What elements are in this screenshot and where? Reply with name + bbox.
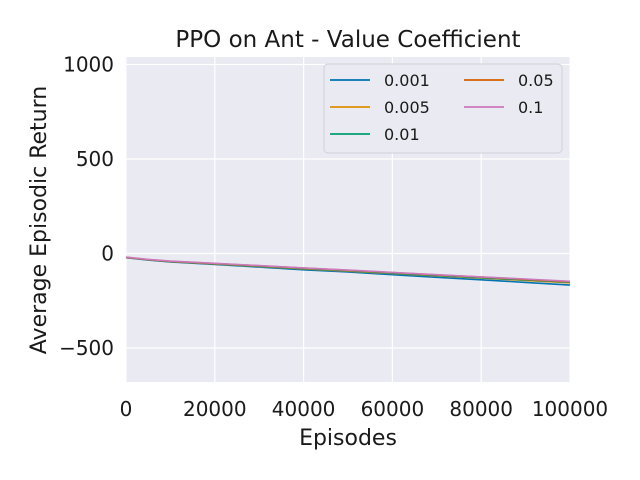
y-tick-label: 1000: [63, 53, 114, 77]
x-tick-label: 80000: [449, 397, 513, 421]
legend-label-0.1: 0.1: [518, 98, 543, 117]
legend-label-0.01: 0.01: [384, 125, 420, 144]
legend-label-0.005: 0.005: [384, 98, 430, 117]
legend-label-0.05: 0.05: [518, 71, 554, 90]
legend-box: [323, 63, 563, 154]
y-axis-label: Average Episodic Return: [27, 86, 52, 354]
x-tick-label: 40000: [272, 397, 336, 421]
x-tick-label: 100000: [532, 397, 608, 421]
y-tick-label: 500: [76, 147, 114, 171]
x-axis-label: Episodes: [299, 426, 397, 451]
legend: 0.001 0.005 0.01 0.05 0.1: [323, 63, 563, 154]
y-tick-label: −500: [59, 336, 114, 360]
series-line-0.1: [125, 256, 571, 283]
legend-label-0.001: 0.001: [384, 71, 430, 90]
x-tick-label: 60000: [361, 397, 425, 421]
y-tick-label: 0: [101, 242, 114, 266]
x-tick-label: 20000: [183, 397, 247, 421]
ticks: 0 20000 40000 60000 80000 100000 −500 0 500 1000: [59, 53, 608, 421]
chart-title: PPO on Ant - Value Coefficient: [175, 27, 520, 53]
x-tick-label: 0: [120, 397, 133, 421]
series-lines: [125, 256, 571, 286]
